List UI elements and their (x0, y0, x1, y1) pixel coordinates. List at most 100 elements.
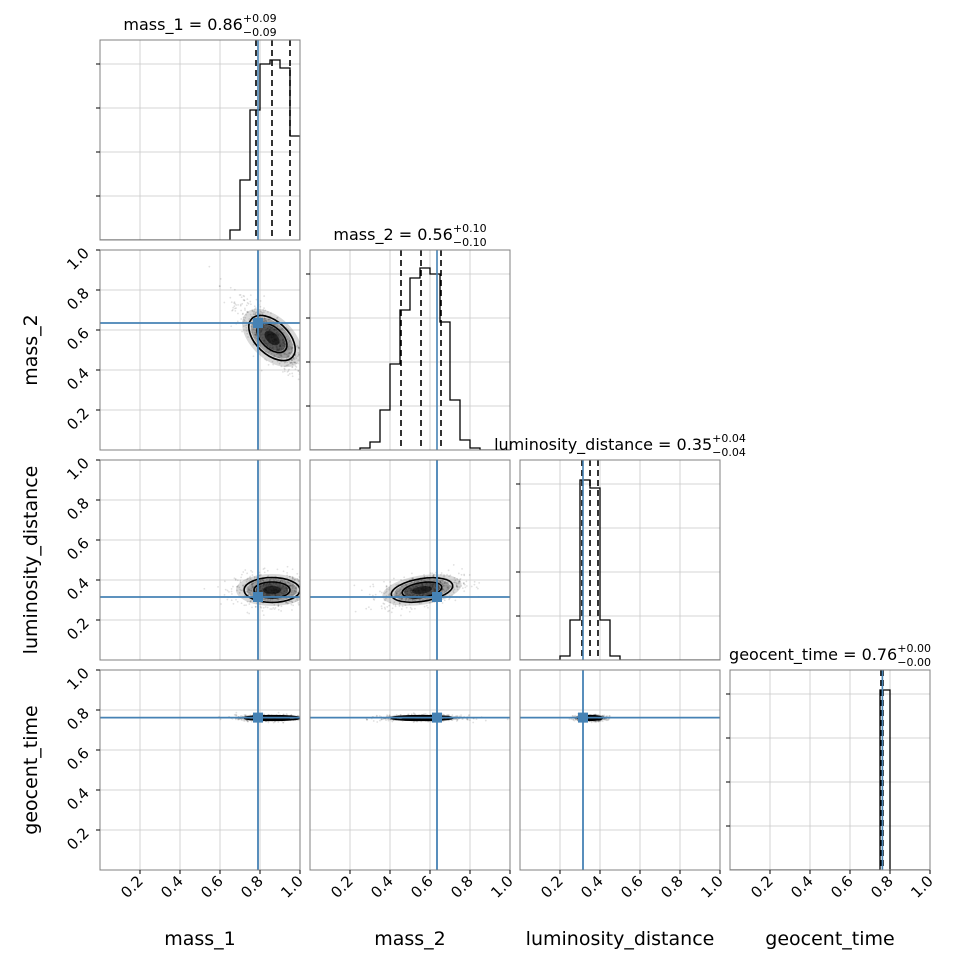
sample-point (288, 575, 291, 578)
sample-point (307, 586, 309, 588)
sample-point (242, 325, 245, 328)
density-level-3 (263, 586, 281, 594)
sample-point (308, 586, 310, 588)
sample-point (283, 590, 286, 592)
sample-point (281, 344, 284, 347)
sample-point (412, 598, 415, 601)
sample-point (230, 301, 233, 304)
sample-point (263, 317, 266, 320)
sample-point (279, 343, 281, 346)
sample-point (279, 579, 282, 581)
sample-point (478, 581, 481, 584)
sample-point (267, 584, 269, 587)
sample-point (244, 713, 247, 716)
sample-point (410, 713, 413, 716)
sample-point (241, 589, 244, 592)
sample-point (263, 317, 266, 320)
sample-point (269, 327, 272, 330)
sample-point (416, 585, 418, 588)
sample-point (600, 719, 602, 722)
sample-point (248, 612, 251, 615)
sample-point (286, 581, 289, 584)
sample-point (291, 346, 293, 349)
sample-point (283, 345, 286, 348)
sample-point (240, 576, 243, 579)
sample-point (283, 353, 286, 356)
sample-point (285, 589, 288, 592)
sample-point (259, 605, 262, 608)
sample-point (267, 317, 270, 320)
sample-point (277, 356, 280, 359)
sample-point (418, 583, 420, 586)
sample-point (290, 591, 293, 594)
sample-point (258, 573, 261, 576)
x-tick-label: 0.6 (827, 872, 857, 902)
sample-point (279, 585, 281, 587)
sample-point (312, 591, 314, 593)
sample-point (270, 352, 273, 355)
sample-point (403, 590, 406, 593)
sample-point (576, 715, 579, 717)
sample-point (270, 327, 273, 330)
scatter-panel-luminosity_distance-geocent_time (519, 669, 721, 871)
sample-point (278, 362, 281, 365)
x-tick-label: 0.4 (157, 872, 187, 902)
sample-point (293, 590, 296, 592)
sample-point (303, 364, 305, 366)
sample-point (242, 571, 245, 573)
sample-point (262, 592, 265, 595)
sample-point (398, 590, 400, 593)
sample-point (286, 370, 289, 373)
sample-point (449, 585, 452, 588)
sample-point (409, 589, 411, 592)
sample-point (226, 598, 229, 601)
x-axis-label-geocent_time: geocent_time (765, 928, 894, 950)
sample-point (280, 365, 283, 368)
sample-point (294, 590, 297, 593)
sample-point (272, 348, 275, 351)
sample-point (292, 604, 295, 607)
sample-point (440, 573, 442, 576)
sample-point (284, 361, 287, 363)
sample-point (414, 713, 416, 715)
sample-point (269, 347, 272, 350)
sample-point (385, 585, 388, 587)
sample-point (279, 344, 282, 347)
sample-point (395, 584, 398, 586)
sample-point (262, 606, 265, 609)
sample-point (244, 324, 247, 327)
sample-point (286, 364, 289, 367)
sample-point (292, 357, 295, 359)
sample-point (602, 718, 605, 721)
sample-point (392, 603, 395, 606)
sample-point (246, 720, 249, 723)
sample-point (284, 365, 286, 368)
sample-point (246, 324, 248, 326)
scatter-panel-mass_1-mass_2 (99, 249, 305, 451)
sample-point (282, 370, 284, 373)
sample-point (263, 341, 265, 344)
sample-point (405, 597, 408, 600)
sample-point (300, 571, 302, 573)
sample-point (423, 605, 426, 608)
sample-point (412, 587, 415, 590)
sample-point (271, 346, 274, 349)
sample-point (315, 719, 317, 721)
sample-point (463, 573, 466, 576)
sample-point (246, 301, 249, 304)
sample-point (258, 574, 261, 577)
sample-point (234, 307, 236, 310)
sample-point (297, 352, 300, 354)
sample-point (301, 715, 303, 717)
sample-point (568, 718, 571, 720)
sample-point (475, 718, 478, 721)
sample-point (368, 593, 371, 596)
sample-point (273, 329, 276, 332)
sample-point (243, 295, 246, 298)
sample-point (259, 300, 262, 302)
sample-point (410, 588, 413, 591)
sample-point (422, 599, 425, 601)
sample-point (246, 332, 249, 335)
sample-point (303, 593, 305, 595)
sample-point (234, 578, 237, 580)
